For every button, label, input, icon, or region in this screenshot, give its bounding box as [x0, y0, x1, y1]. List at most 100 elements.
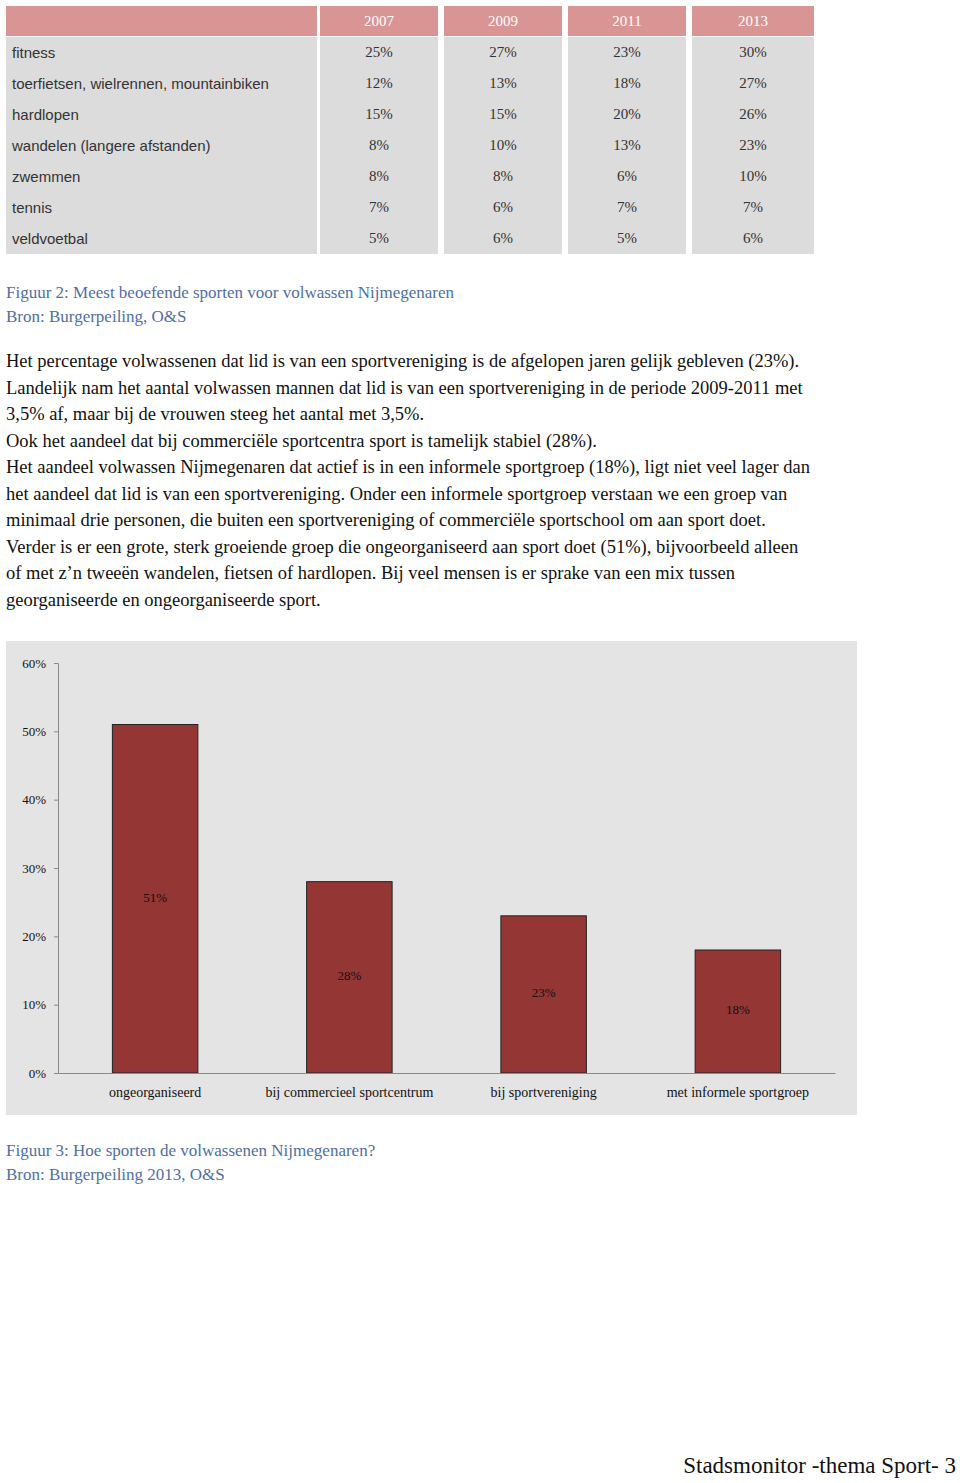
paragraph-line: minimaal drie personen, die buiten een s…	[6, 510, 766, 531]
y-tick-label: 0%	[29, 1066, 47, 1081]
data-label: 28%	[337, 968, 361, 983]
table-cell: 8%	[444, 161, 562, 192]
table-cell: 12%	[320, 68, 438, 99]
y-tick: 30%	[22, 861, 58, 876]
table-cell: 8%	[320, 161, 438, 192]
table-header-cell: 2011	[568, 6, 686, 36]
table-cell: 27%	[444, 37, 562, 68]
x-tick: met informele sportgroep	[667, 1073, 809, 1100]
table-cell: 23%	[568, 37, 686, 68]
table-cell: 13%	[444, 68, 562, 99]
table-header-cell: 2009	[444, 6, 562, 36]
x-axis: ongeorganiseerd bij commercieel sportcent…	[59, 1073, 836, 1100]
paragraph-line: georganiseerde en ongeorganiseerde sport…	[6, 590, 321, 611]
y-tick-label: 20%	[22, 929, 46, 944]
paragraph-line: Het aandeel volwassen Nijmegenaren dat a…	[6, 457, 810, 478]
y-tick-mark	[54, 1005, 58, 1006]
paragraph-line: Landelijk nam het aantal volwassen manne…	[6, 378, 803, 399]
x-tick: bij commercieel sportcentrum	[265, 1073, 433, 1100]
table-row-label: hardlopen	[6, 99, 317, 130]
y-tick-label: 50%	[22, 724, 46, 739]
y-tick-mark	[54, 731, 58, 732]
table-cell: 15%	[444, 99, 562, 130]
table-cell: 23%	[692, 130, 814, 161]
table-cell: 10%	[692, 161, 814, 192]
y-axis-line	[54, 664, 59, 1074]
paragraph-line: of met z’n tweeën wandelen, fietsen of h…	[6, 563, 735, 584]
paragraph-line: het aandeel dat lid is van een sportvere…	[6, 484, 787, 505]
table-cell: 20%	[568, 99, 686, 130]
figure-caption: Figuur 2: Meest beoefende sporten voor v…	[6, 283, 454, 303]
table-cell: 15%	[320, 99, 438, 130]
table-cell: 7%	[692, 192, 814, 223]
paragraph-line: Ook het aandeel dat bij commerciële spor…	[6, 431, 597, 452]
figure-source: Bron: Burgerpeiling, O&S	[6, 307, 187, 327]
table-cell: 6%	[568, 161, 686, 192]
y-tick: 50%	[22, 724, 58, 739]
paragraph-line: Verder is er een grote, sterk groeiende …	[6, 537, 798, 558]
table-row-label: veldvoetbal	[6, 223, 317, 254]
y-tick-mark	[54, 936, 58, 937]
x-tick-label: bij sportvereniging	[491, 1085, 597, 1100]
chart-background	[6, 641, 857, 1115]
table-cell: 6%	[444, 223, 562, 254]
table-header-cell: 2013	[692, 6, 814, 36]
y-tick: 40%	[22, 792, 58, 807]
bars	[112, 725, 780, 1074]
y-tick: 60%	[22, 656, 58, 671]
y-tick: 20%	[22, 929, 58, 944]
x-tick-label: ongeorganiseerd	[109, 1085, 201, 1100]
x-axis-line	[59, 1073, 836, 1074]
y-tick-mark	[54, 1073, 58, 1074]
y-tick-label: 10%	[22, 997, 46, 1012]
table-cell: 25%	[320, 37, 438, 68]
bar	[501, 916, 586, 1073]
table-cell: 5%	[320, 223, 438, 254]
y-tick-label: 40%	[22, 792, 46, 807]
paragraph-line: Het percentage volwassenen dat lid is va…	[6, 351, 799, 372]
paragraph-line: 3,5% af, maar bij de vrouwen steeg het a…	[6, 404, 424, 425]
bar	[307, 882, 392, 1073]
table-cell: 27%	[692, 68, 814, 99]
table-row-label: toerfietsen, wielrennen, mountainbiken	[6, 68, 317, 99]
table-cell: 6%	[692, 223, 814, 254]
y-tick-mark	[54, 868, 58, 869]
data-label: 18%	[726, 1002, 750, 1017]
table-header-cell: 2007	[320, 6, 438, 36]
page-footer: Stadsmonitor -thema Sport- 3	[683, 1453, 956, 1479]
bar	[695, 950, 780, 1073]
chart-title: Figuur 3: Hoe sporten de volwassenen Nij…	[6, 1141, 375, 1161]
x-tick-label: met informele sportgroep	[667, 1085, 809, 1100]
table-row-label: tennis	[6, 192, 317, 223]
table-cell: 30%	[692, 37, 814, 68]
y-tick: 0%	[29, 1066, 58, 1081]
x-tick: ongeorganiseerd	[109, 1073, 201, 1100]
figure-source: Bron: Burgerpeiling 2013, O&S	[6, 1165, 225, 1185]
y-tick-label: 30%	[22, 861, 46, 876]
table-cell: 7%	[568, 192, 686, 223]
table-row-label: fitness	[6, 37, 317, 68]
table-row-label: zwemmen	[6, 161, 317, 192]
table-cell: 7%	[320, 192, 438, 223]
table-cell: 10%	[444, 130, 562, 161]
x-tick-label: bij commercieel sportcentrum	[265, 1085, 433, 1100]
table-cell: 5%	[568, 223, 686, 254]
table-cell: 13%	[568, 130, 686, 161]
data-label: 51%	[143, 890, 167, 905]
table-cell: 26%	[692, 99, 814, 130]
y-tick-label: 60%	[22, 656, 46, 671]
y-tick-mark	[54, 800, 58, 801]
table-cell: 6%	[444, 192, 562, 223]
table-cell: 18%	[568, 68, 686, 99]
data-label: 23%	[532, 985, 556, 1000]
table-header-blank	[6, 6, 317, 36]
data-labels: 51% 28% 23% 18%	[143, 890, 750, 1018]
table-row-label: wandelen (langere afstanden)	[6, 130, 317, 161]
y-tick-mark	[54, 663, 58, 664]
table-cell: 8%	[320, 130, 438, 161]
x-tick: bij sportvereniging	[491, 1073, 597, 1100]
bar	[112, 725, 197, 1074]
y-axis: 0% 10% 20% 30% 40% 50% 60%	[22, 656, 58, 1081]
bar-chart: 0% 10% 20% 30% 40% 50% 60% ongeorganiseerd bij c…	[6, 641, 857, 1115]
y-tick: 10%	[22, 997, 58, 1012]
